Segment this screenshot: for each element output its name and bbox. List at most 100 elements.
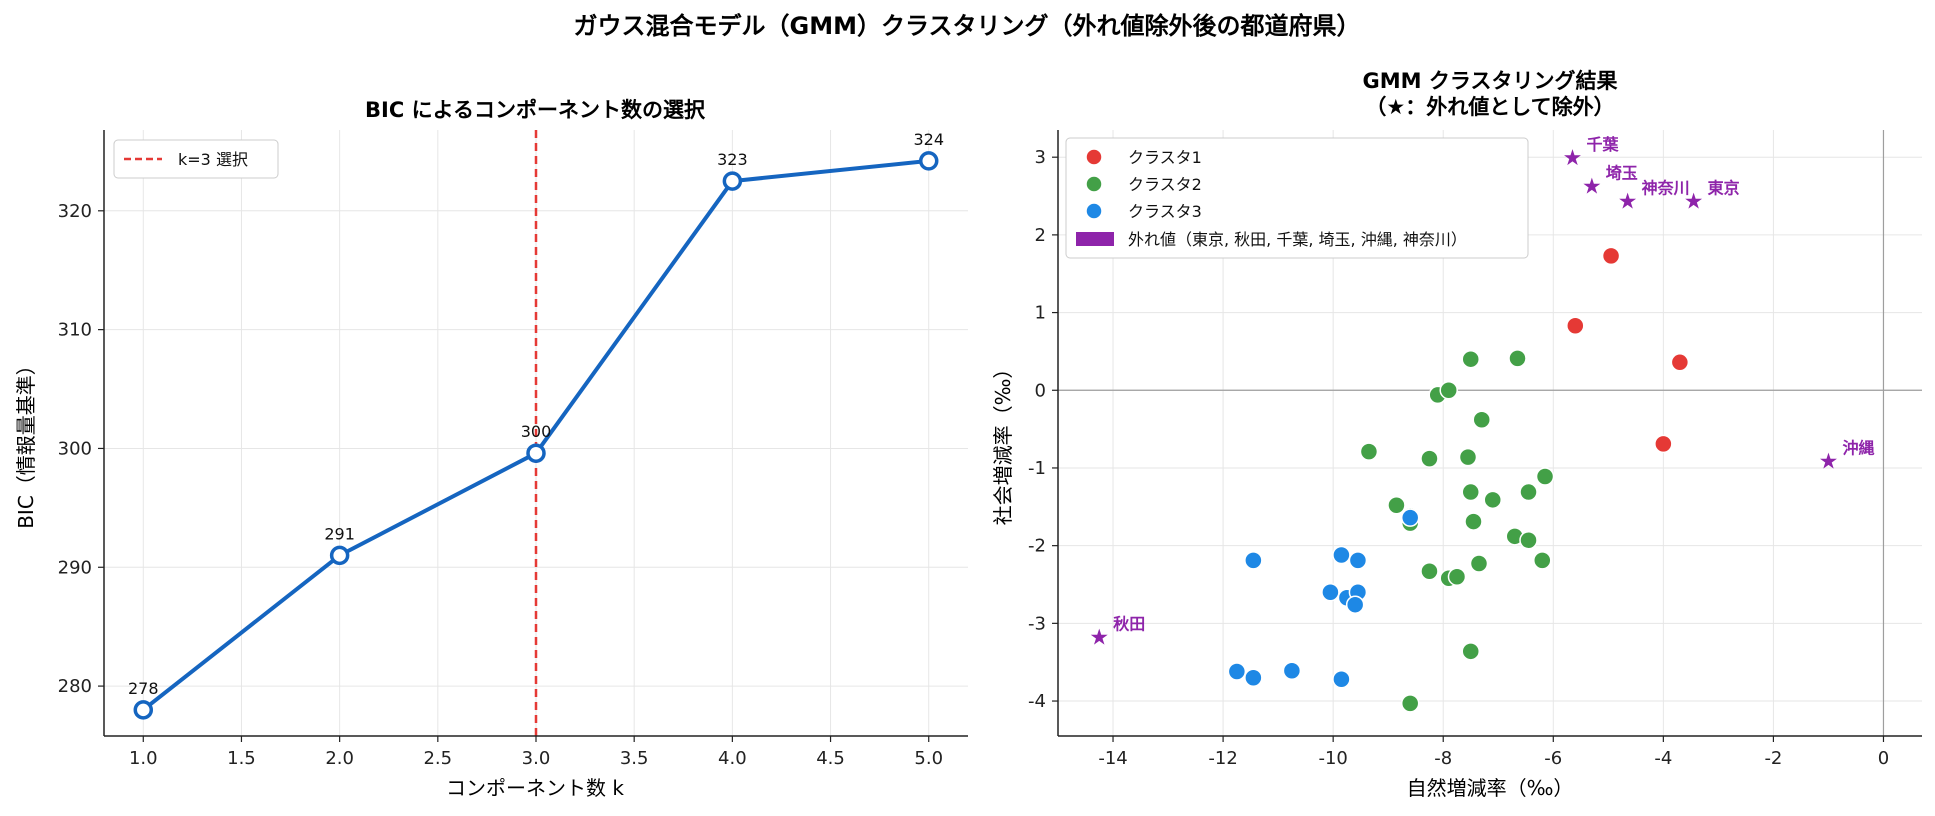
gmm-point-cluster3-12 — [1332, 670, 1351, 689]
gmm-point-cluster1-4 — [1654, 434, 1673, 454]
gmm-ytick-label-6: 2 — [1035, 225, 1046, 246]
gmm-points — [1227, 246, 1690, 713]
gmm-outlier-star-5: ★ — [1819, 450, 1839, 475]
gmm-panel: GMM クラスタリング結果 （★：外れ値として除外） ★千葉★埼玉★神奈川★東京… — [991, 69, 1922, 800]
bic-xtick-label-7: 4.5 — [816, 748, 845, 769]
gmm-subtitle: （★：外れ値として除外） — [1365, 95, 1614, 119]
gmm-point-cluster3-11 — [1282, 661, 1302, 680]
gmm-xlabel: 自然増減率（‰） — [1407, 776, 1574, 800]
bic-point-2 — [329, 545, 350, 566]
bic-data-label-4: 323 — [717, 150, 748, 169]
bic-xtick-label-0: 1.0 — [129, 748, 158, 769]
gmm-xtick-label-6: -2 — [1764, 748, 1782, 769]
bic-legend: k=3 選択 — [113, 139, 279, 179]
gmm-legend: クラスタ1 クラスタ2 クラスタ3 外れ値（東京, 秋田, 千葉, 埼玉, 沖縄… — [1065, 137, 1529, 259]
bic-xtick-label-3: 2.5 — [423, 748, 452, 769]
gmm-outlier-star-4: ★ — [1684, 189, 1704, 214]
bic-series — [133, 151, 939, 720]
bic-ytick-label-1: 290 — [58, 557, 92, 578]
gmm-point-cluster2-20 — [1469, 554, 1489, 573]
gmm-legend-swatch-cluster3 — [1085, 202, 1103, 220]
gmm-point-cluster2-8 — [1458, 447, 1478, 467]
gmm-point-cluster2-2 — [1508, 349, 1527, 368]
gmm-point-cluster2-25 — [1400, 694, 1420, 713]
gmm-point-cluster2-23 — [1447, 567, 1467, 586]
gmm-point-cluster2-5 — [1472, 410, 1491, 430]
bic-point-1 — [133, 700, 154, 720]
gmm-ytick-label-7: 3 — [1035, 147, 1046, 168]
bic-point-3 — [526, 443, 546, 463]
gmm-legend-swatch-cluster1 — [1085, 148, 1103, 166]
bic-title: BIC によるコンポーネント数の選択 — [365, 98, 706, 122]
gmm-xtick-label-3: -8 — [1434, 748, 1452, 769]
bic-xtick-label-4: 3.0 — [522, 748, 551, 769]
gmm-outlier-star-3: ★ — [1618, 189, 1638, 214]
gmm-axes — [1057, 130, 1922, 737]
gmm-ytick-label-2: -2 — [1028, 536, 1046, 557]
gmm-ylabel: 社会増減率（‰） — [991, 359, 1015, 526]
bic-panel: BIC によるコンポーネント数の選択 1.0 1.5 2.0 2.5 3.0 3.5 4.0… — [14, 98, 968, 800]
figure-suptitle: ガウス混合モデル（GMM）クラスタリング（外れ値除外後の都道府県） — [574, 12, 1361, 40]
gmm-xtick-label-0: -14 — [1098, 748, 1127, 769]
gmm-ytick-label-5: 1 — [1035, 303, 1046, 324]
gmm-point-cluster1-2 — [1566, 316, 1585, 336]
gmm-point-cluster2-16 — [1464, 512, 1483, 531]
gmm-point-cluster3-5 — [1321, 583, 1340, 602]
gmm-point-cluster2-9 — [1535, 467, 1555, 486]
gmm-point-cluster2-6 — [1359, 442, 1379, 461]
bic-legend-label: k=3 選択 — [178, 150, 248, 169]
bic-point-4 — [722, 171, 743, 191]
gmm-outlier-star-6: ★ — [1089, 625, 1109, 650]
bic-legend-frame — [113, 139, 279, 179]
bic-xtick-label-6: 4.0 — [718, 748, 747, 769]
gmm-outlier-label-4: 東京 — [1708, 178, 1740, 197]
gmm-legend-swatch-outliers — [1076, 232, 1114, 246]
gmm-point-cluster2-12 — [1519, 482, 1538, 502]
gmm-xtick-label-1: -12 — [1208, 748, 1237, 769]
gmm-point-cluster2-4 — [1439, 381, 1458, 400]
gmm-point-cluster2-1 — [1461, 349, 1480, 369]
gmm-point-cluster1-1 — [1601, 246, 1621, 266]
gmm-xtick-label-7: 0 — [1878, 748, 1889, 769]
bic-ticks: 1.0 1.5 2.0 2.5 3.0 3.5 4.0 4.5 5.0 280 290 300 310 3… — [58, 201, 943, 769]
bic-data-label-5: 324 — [913, 130, 944, 149]
gmm-outlier-label-1: 千葉 — [1587, 135, 1620, 154]
gmm-ytick-label-0: -4 — [1028, 691, 1046, 712]
bic-data-label-2: 291 — [324, 524, 355, 543]
gmm-point-cluster2-21 — [1420, 562, 1439, 581]
bic-point-5 — [918, 151, 939, 171]
gmm-legend-label-outliers: 外れ値（東京, 秋田, 千葉, 埼玉, 沖縄, 神奈川） — [1128, 230, 1467, 249]
gmm-xtick-label-5: -4 — [1654, 748, 1672, 769]
gmm-outlier-label-3: 神奈川 — [1642, 178, 1690, 197]
bic-xtick-label-8: 5.0 — [914, 748, 943, 769]
gmm-point-cluster2-7 — [1420, 449, 1439, 468]
gmm-point-cluster2-10 — [1461, 482, 1480, 502]
gmm-legend-label-cluster2: クラスタ2 — [1128, 175, 1202, 194]
gmm-point-cluster3-4 — [1348, 551, 1368, 570]
bic-data-label-1: 278 — [128, 679, 159, 698]
bic-ytick-label-3: 310 — [58, 320, 92, 341]
gmm-point-cluster3-3 — [1332, 545, 1351, 565]
bic-ytick-label-0: 280 — [58, 676, 92, 697]
gmm-reference-lines — [1058, 130, 1922, 736]
gmm-point-cluster2-11 — [1483, 490, 1503, 510]
gmm-point-cluster2-13 — [1387, 496, 1406, 515]
bic-ylabel: BIC（情報量基準） — [14, 355, 38, 529]
gmm-outlier-label-6: 秋田 — [1113, 614, 1145, 633]
gmm-point-cluster3-9 — [1227, 662, 1247, 681]
bic-ytick-label-4: 320 — [58, 201, 92, 222]
bic-xtick-label-2: 2.0 — [325, 748, 354, 769]
gmm-outlier-label-2: 埼玉 — [1606, 164, 1638, 183]
gmm-title: GMM クラスタリング結果 — [1363, 69, 1618, 93]
bic-data-label-3: 300 — [521, 422, 552, 441]
gmm-ytick-label-3: -1 — [1028, 458, 1046, 479]
gmm-legend-frame — [1065, 137, 1529, 259]
gmm-point-cluster2-19 — [1533, 551, 1552, 570]
gmm-point-cluster2-18 — [1519, 530, 1538, 550]
gmm-outlier-star-1: ★ — [1563, 146, 1583, 171]
gmm-outlier-star-2: ★ — [1582, 175, 1602, 200]
bic-xtick-label-1: 1.5 — [227, 748, 256, 769]
bic-xtick-label-5: 3.5 — [620, 748, 649, 769]
